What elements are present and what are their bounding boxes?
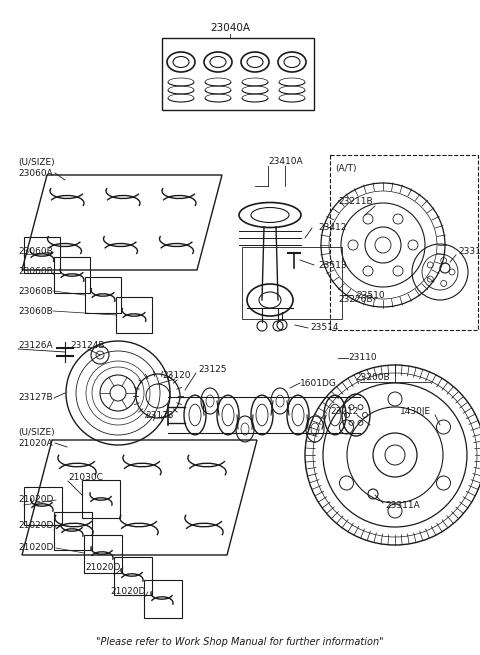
Bar [116, 297, 152, 333]
Text: 21020D: 21020D [110, 588, 145, 597]
Text: 21020D: 21020D [85, 563, 120, 572]
Text: 21020D: 21020D [18, 495, 53, 504]
Text: 23110: 23110 [348, 354, 377, 362]
Bar [84, 535, 122, 573]
Text: "Please refer to Work Shop Manual for further information": "Please refer to Work Shop Manual for fu… [96, 637, 384, 647]
Text: 1601DG: 1601DG [300, 379, 337, 388]
Text: 23513: 23513 [318, 261, 347, 269]
Bar [162, 38, 314, 110]
Bar [82, 480, 120, 518]
Text: 23060A: 23060A [18, 168, 53, 178]
Text: 23412: 23412 [318, 223, 347, 233]
Bar [54, 512, 92, 550]
Text: 23123: 23123 [145, 411, 173, 419]
Text: (U/SIZE): (U/SIZE) [18, 428, 55, 436]
Text: 23226B: 23226B [338, 295, 372, 305]
Bar [54, 257, 90, 293]
Text: 23510: 23510 [356, 291, 384, 299]
Text: 23060B: 23060B [18, 286, 53, 295]
Text: 23311B: 23311B [458, 248, 480, 257]
Bar [24, 237, 60, 273]
Bar [24, 487, 62, 525]
Text: 1430JE: 1430JE [400, 407, 431, 417]
Text: 23514: 23514 [310, 324, 338, 333]
Text: 23060B: 23060B [18, 248, 53, 257]
Bar [330, 155, 478, 330]
Text: (A/T): (A/T) [335, 164, 357, 172]
Text: 21020D: 21020D [18, 521, 53, 529]
Bar [242, 247, 342, 319]
Text: 23040A: 23040A [210, 23, 250, 33]
Text: 23127B: 23127B [18, 394, 53, 403]
Text: 23060B: 23060B [18, 267, 53, 276]
Text: 23124B: 23124B [70, 341, 105, 350]
Text: 23311A: 23311A [385, 500, 420, 510]
Text: 23410A: 23410A [268, 157, 302, 166]
Text: 23211B: 23211B [338, 198, 372, 206]
Text: 23125: 23125 [198, 365, 227, 375]
Text: 23060B: 23060B [18, 307, 53, 316]
Bar [114, 557, 152, 595]
Text: 21030C: 21030C [68, 474, 103, 483]
Text: 23126A: 23126A [18, 341, 53, 350]
Text: 23200B: 23200B [355, 373, 390, 383]
Text: 21020D: 21020D [18, 544, 53, 553]
Text: 21020A: 21020A [18, 438, 53, 447]
Text: (U/SIZE): (U/SIZE) [18, 157, 55, 166]
Text: 23212: 23212 [330, 407, 359, 417]
Text: 23120: 23120 [162, 371, 191, 379]
Bar [144, 580, 182, 618]
Bar [85, 277, 121, 313]
